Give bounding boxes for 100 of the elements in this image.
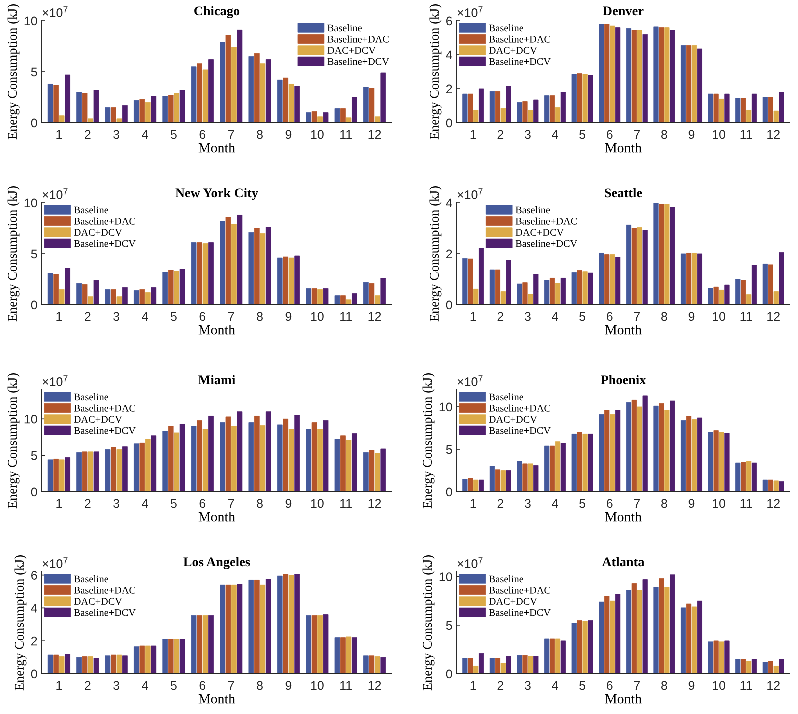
bar (599, 602, 604, 674)
bar (88, 656, 94, 674)
bar (364, 87, 369, 123)
text: ×10$^{7}$ (458, 376, 483, 386)
x-tick-label: 2 (85, 130, 91, 140)
x-tick-label: 1 (470, 312, 476, 322)
bar (312, 615, 318, 674)
y-tick-label: 0 (31, 670, 38, 679)
bar (572, 272, 577, 305)
bar (506, 656, 512, 674)
y-tick-label: 2 (32, 636, 38, 646)
legend-label: Baseline (74, 394, 108, 401)
bar (642, 580, 648, 674)
x-tick-label: 1 (470, 499, 476, 508)
bar (474, 288, 479, 305)
bar (736, 462, 741, 492)
bar (134, 444, 140, 492)
bar (226, 416, 232, 492)
bar (637, 30, 642, 123)
bar (599, 253, 604, 305)
bar (577, 270, 582, 305)
x-tick-label: 7 (228, 130, 234, 140)
bar (248, 422, 254, 492)
x-axis-title: Month (605, 694, 642, 704)
bar (94, 658, 100, 674)
bar (762, 97, 768, 123)
x-tick-label: 9 (286, 130, 292, 140)
bar (220, 584, 226, 674)
bar (500, 663, 506, 674)
x-tick-label: 11 (340, 130, 352, 140)
bar (318, 116, 323, 123)
bar (151, 646, 157, 674)
bar (59, 460, 65, 492)
bar (528, 464, 534, 492)
bar (318, 289, 323, 305)
bar (312, 288, 318, 305)
x-tick-label: 12 (368, 499, 382, 508)
bar (517, 461, 522, 492)
bar (82, 93, 88, 123)
bar (610, 600, 616, 674)
y-tick-label: 4 (31, 604, 38, 613)
x-tick-label: 6 (607, 130, 613, 140)
bar (462, 658, 468, 674)
bar (254, 580, 260, 674)
bar (232, 584, 237, 674)
bar (714, 640, 719, 674)
x-tick-label: 4 (552, 312, 558, 322)
legend-label: Baseline+DCV (328, 58, 390, 66)
bar (692, 253, 698, 305)
x-tick-label: 1 (470, 130, 476, 140)
bar (191, 615, 197, 674)
x-tick-label: 10 (311, 499, 324, 508)
bar (94, 90, 100, 123)
bar (642, 34, 648, 123)
bar (506, 470, 512, 492)
bar (174, 93, 180, 123)
chart-title: New York City (176, 188, 258, 200)
text: ×10$^{7}$ (42, 188, 68, 200)
x-tick-label: 10 (713, 681, 726, 690)
bar (550, 96, 556, 123)
bar (369, 88, 375, 123)
legend-label: Baseline (74, 206, 108, 214)
bar (774, 666, 779, 674)
bar (642, 396, 648, 492)
x-tick-label: 5 (580, 499, 586, 508)
bar (697, 254, 702, 305)
x-tick-label: 2 (498, 499, 504, 508)
bar (140, 442, 146, 492)
bar (340, 638, 346, 674)
bar (479, 480, 484, 492)
bar (54, 459, 60, 492)
x-tick-label: 4 (552, 130, 558, 140)
legend-label: Baseline+DAC (74, 218, 136, 225)
bar (626, 590, 632, 674)
x-axis-title: Month (605, 512, 642, 522)
bar (495, 470, 500, 492)
bar (369, 656, 375, 674)
x-tick-label: 9 (286, 499, 292, 508)
bar (197, 420, 202, 492)
x-axis-title: Month (198, 512, 236, 522)
x-axis-title: Month (605, 324, 642, 335)
bar (306, 615, 312, 674)
bar (752, 462, 758, 492)
bar (468, 258, 474, 305)
bar (724, 640, 730, 674)
bar (191, 426, 197, 492)
legend-label: Baseline+DCV (489, 427, 551, 434)
bar (615, 410, 621, 492)
bar (642, 230, 648, 305)
bar (654, 406, 659, 492)
x-axis-title: Month (198, 694, 236, 704)
bar (736, 279, 741, 305)
bar (560, 640, 566, 674)
bar (528, 294, 534, 305)
bar (65, 458, 70, 492)
bar (724, 284, 730, 305)
chart-title: Phoenix (601, 375, 646, 385)
bar (352, 294, 358, 305)
bar (774, 110, 779, 123)
bar (116, 296, 122, 305)
